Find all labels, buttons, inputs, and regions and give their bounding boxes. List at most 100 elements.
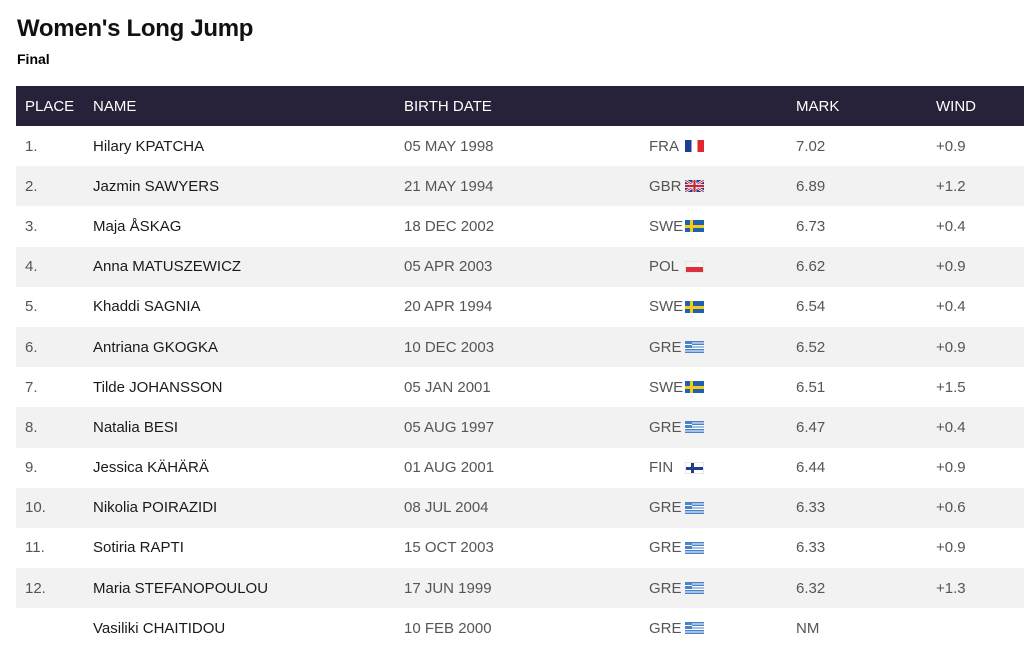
france-flag-icon bbox=[685, 140, 704, 153]
wind-cell: +0.9 bbox=[936, 326, 1024, 368]
mark-cell: 6.54 bbox=[796, 298, 826, 316]
athlete-name[interactable]: Antriana GKOGKA bbox=[93, 326, 404, 368]
place-cell: 6. bbox=[16, 326, 93, 368]
birth-date-cell: 21 MAY 1994 bbox=[404, 166, 649, 207]
header-wind[interactable]: WIND bbox=[936, 86, 1024, 126]
country-cell: GRE bbox=[649, 608, 796, 648]
wind-cell: +0.9 bbox=[936, 539, 966, 557]
athlete-name[interactable]: Jazmin SAWYERS bbox=[93, 166, 404, 207]
greece-flag-icon bbox=[685, 622, 704, 635]
table-row: 6. Antriana GKOGKA 10 DEC 2003 GRE 6.52 +0.9 bbox=[16, 326, 1024, 368]
sweden-flag-icon bbox=[685, 381, 704, 394]
country-code: GRE bbox=[649, 619, 682, 637]
mark-cell: 6.44 bbox=[796, 459, 826, 477]
wind-cell: +1.2 bbox=[936, 166, 1024, 207]
athlete-name[interactable]: Sotiria RAPTI bbox=[93, 539, 184, 557]
country-cell: GRE bbox=[649, 568, 796, 609]
greece-flag-icon bbox=[685, 341, 704, 354]
wind-cell: +0.4 bbox=[936, 217, 966, 235]
mark-cell: 6.51 bbox=[796, 378, 826, 396]
header-name[interactable]: NAME bbox=[93, 86, 404, 126]
table-row: 2. Jazmin SAWYERS 21 MAY 1994 GBR 6.89 +1.2 bbox=[16, 166, 1024, 207]
birth-date-cell: 08 JUL 2004 bbox=[404, 487, 649, 528]
place-cell: 4. bbox=[16, 246, 93, 287]
birth-date-cell: 15 OCT 2003 bbox=[404, 539, 494, 557]
mark-cell: 6.62 bbox=[796, 246, 936, 287]
country-cell: GRE bbox=[649, 528, 796, 568]
place-cell: 8. bbox=[16, 407, 93, 448]
mark-cell: 6.47 bbox=[796, 407, 936, 448]
athlete-name[interactable]: Natalia BESI bbox=[93, 407, 404, 448]
mark-cell: 7.02 bbox=[796, 137, 826, 155]
birth-date-cell: 17 JUN 1999 bbox=[404, 568, 649, 609]
mark-cell: 6.52 bbox=[796, 326, 936, 368]
birth-date-cell: 10 DEC 2003 bbox=[404, 326, 649, 368]
wind-cell: +0.4 bbox=[936, 298, 966, 316]
place-cell: 7. bbox=[25, 378, 38, 396]
country-code: GRE bbox=[649, 579, 682, 597]
greece-flag-icon bbox=[685, 582, 704, 595]
results-table: PLACE NAME BIRTH DATE MARK WIND 1. Hilary… bbox=[16, 86, 1024, 648]
place-cell bbox=[16, 608, 93, 648]
birth-date-cell: 05 JAN 2001 bbox=[404, 378, 491, 396]
header-birth-date[interactable]: BIRTH DATE bbox=[404, 86, 649, 126]
place-cell: 5. bbox=[25, 298, 38, 316]
header-mark[interactable]: MARK bbox=[796, 86, 936, 126]
country-cell: SWE bbox=[649, 367, 796, 407]
country-cell: SWE bbox=[649, 287, 796, 327]
header-place[interactable]: PLACE bbox=[16, 86, 93, 126]
birth-date-cell: 01 AUG 2001 bbox=[404, 459, 495, 477]
athlete-name[interactable]: Jessica KÄHÄRÄ bbox=[93, 459, 209, 477]
country-code: GRE bbox=[649, 539, 682, 557]
table-row: 10. Nikolia POIRAZIDI 08 JUL 2004 GRE 6.33 +0… bbox=[16, 487, 1024, 528]
place-cell: 10. bbox=[16, 487, 93, 528]
country-cell: GRE bbox=[649, 326, 796, 368]
birth-date-cell: 10 FEB 2000 bbox=[404, 619, 492, 637]
birth-date-cell: 05 APR 2003 bbox=[404, 246, 649, 287]
country-code: FIN bbox=[649, 459, 674, 477]
athlete-name[interactable]: Tilde JOHANSSON bbox=[93, 378, 223, 396]
wind-cell: +1.5 bbox=[936, 378, 966, 396]
athlete-name[interactable]: Maria STEFANOPOULOU bbox=[93, 568, 404, 609]
country-code: SWE bbox=[649, 298, 684, 316]
country-code: POL bbox=[649, 258, 680, 276]
country-code: GBR bbox=[649, 177, 682, 195]
country-cell: POL bbox=[649, 246, 796, 287]
birth-date-cell: 18 DEC 2002 bbox=[404, 217, 495, 235]
table-row: 5. Khaddi SAGNIA 20 APR 1994 SWE 6.54 +0.4 bbox=[16, 287, 1024, 327]
table-row: 4. Anna MATUSZEWICZ 05 APR 2003 POL 6.62 +0.9 bbox=[16, 246, 1024, 287]
mark-cell: 6.89 bbox=[796, 166, 936, 207]
country-code: FRA bbox=[649, 137, 679, 155]
birth-date-cell: 05 MAY 1998 bbox=[404, 137, 494, 155]
athlete-name[interactable]: Vasiliki CHAITIDOU bbox=[93, 619, 226, 637]
greece-flag-icon bbox=[685, 541, 704, 554]
athlete-name[interactable]: Nikolia POIRAZIDI bbox=[93, 487, 404, 528]
mark-cell: 6.33 bbox=[796, 539, 826, 557]
mark-cell: NM bbox=[796, 619, 820, 637]
table-row: 11. Sotiria RAPTI 15 OCT 2003 GRE 6.33 +0.9 bbox=[16, 528, 1024, 568]
table-row: 7. Tilde JOHANSSON 05 JAN 2001 SWE 6.51 +1.5 bbox=[16, 367, 1024, 407]
great-britain-flag-icon bbox=[685, 180, 704, 193]
page-subtitle: Final bbox=[17, 51, 50, 67]
athlete-name[interactable]: Maja ÅSKAG bbox=[93, 217, 182, 235]
finland-flag-icon bbox=[685, 461, 704, 474]
table-row: 1. Hilary KPATCHA 05 MAY 1998 FRA 7.02 +0.9 bbox=[16, 126, 1024, 166]
athlete-name[interactable]: Anna MATUSZEWICZ bbox=[93, 246, 404, 287]
birth-date-cell: 05 AUG 1997 bbox=[404, 407, 649, 448]
place-cell: 12. bbox=[16, 568, 93, 609]
country-cell: GBR bbox=[649, 166, 796, 207]
poland-flag-icon bbox=[685, 260, 704, 273]
place-cell: 2. bbox=[16, 166, 93, 207]
wind-cell: +0.9 bbox=[936, 459, 966, 477]
greece-flag-icon bbox=[685, 421, 704, 434]
wind-cell bbox=[936, 608, 1024, 648]
table-row: 8. Natalia BESI 05 AUG 1997 GRE 6.47 +0.4 bbox=[16, 407, 1024, 448]
header-country bbox=[649, 86, 796, 126]
athlete-name[interactable]: Khaddi SAGNIA bbox=[93, 298, 201, 316]
country-code: SWE bbox=[649, 217, 684, 235]
country-cell: GRE bbox=[649, 487, 796, 528]
athlete-name[interactable]: Hilary KPATCHA bbox=[93, 137, 205, 155]
country-code: GRE bbox=[649, 499, 682, 517]
table-header-row: PLACE NAME BIRTH DATE MARK WIND bbox=[16, 86, 1024, 126]
page-title: Women's Long Jump bbox=[17, 15, 254, 42]
